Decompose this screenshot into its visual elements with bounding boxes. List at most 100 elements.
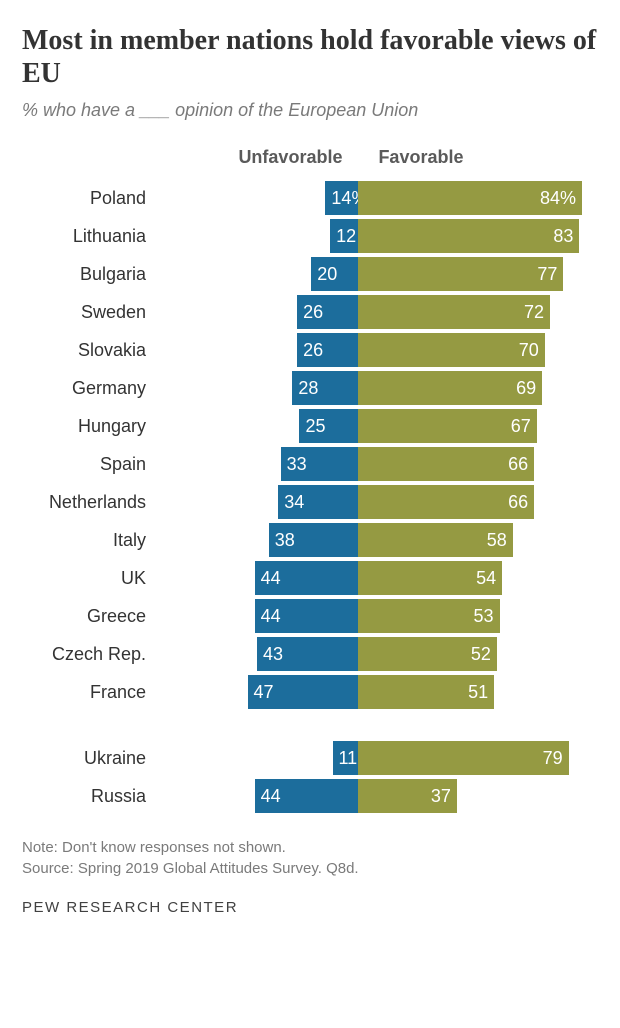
value-unfavorable: 20	[317, 264, 337, 285]
value-favorable: 58	[487, 530, 507, 551]
value-unfavorable: 44	[261, 568, 281, 589]
attribution: PEW RESEARCH CENTER	[22, 899, 598, 916]
bar-favorable: 54	[358, 561, 502, 595]
note-text: Note: Don't know responses not shown.	[22, 837, 598, 858]
bar-unfavorable: 20	[311, 257, 358, 291]
table-row: Czech Rep.4352	[22, 637, 598, 671]
value-favorable: 53	[473, 606, 493, 627]
bar-favorable: 66	[358, 447, 534, 481]
value-unfavorable: 47	[254, 682, 274, 703]
bar-unfavorable: 34	[278, 485, 358, 519]
value-favorable: 79	[543, 748, 563, 769]
country-label: Italy	[113, 531, 146, 549]
bar-unfavorable: 33	[281, 447, 359, 481]
country-label: Poland	[90, 189, 146, 207]
bar-pair: 44 37	[146, 779, 598, 813]
country-label: Slovakia	[78, 341, 146, 359]
value-unfavorable: 26	[303, 340, 323, 361]
country-label: Spain	[100, 455, 146, 473]
bar-pair: 33 66	[146, 447, 598, 481]
bar-unfavorable: 26	[297, 333, 358, 367]
country-label: Russia	[91, 787, 146, 805]
country-label: Hungary	[78, 417, 146, 435]
bar-pair: 26 70	[146, 333, 598, 367]
value-favorable: 72	[524, 302, 544, 323]
source-text: Source: Spring 2019 Global Attitudes Sur…	[22, 858, 598, 879]
table-row: UK 44 54	[22, 561, 598, 595]
bar-unfavorable: 28	[292, 371, 358, 405]
bar-unfavorable: 26	[297, 295, 358, 329]
value-favorable: 52	[471, 644, 491, 665]
table-row: Slovakia 26 70	[22, 333, 598, 367]
value-unfavorable: 44	[261, 786, 281, 807]
table-row: Hungary 25 67	[22, 409, 598, 443]
table-row: Ukraine 11 79	[22, 741, 598, 775]
bar-unfavorable: 11	[333, 741, 359, 775]
chart-rows: Poland14%84%Lithuania1283Bulgaria2077Swe…	[22, 181, 598, 817]
bar-unfavorable: 43	[257, 637, 358, 671]
bar-pair: 28 69	[146, 371, 598, 405]
country-label: Bulgaria	[80, 265, 146, 283]
bar-unfavorable: 25	[299, 409, 358, 443]
bar-favorable: 83	[358, 219, 579, 253]
bar-favorable: 58	[358, 523, 512, 557]
bar-favorable: 69	[358, 371, 542, 405]
bar-pair: 12 83	[146, 219, 598, 253]
bar-favorable: 84%	[358, 181, 582, 215]
bar-unfavorable: 14%	[325, 181, 358, 215]
value-unfavorable: 26	[303, 302, 323, 323]
value-unfavorable: 12	[336, 226, 356, 247]
value-favorable: 84%	[540, 188, 576, 209]
table-row: Bulgaria2077	[22, 257, 598, 291]
value-favorable: 67	[511, 416, 531, 437]
value-unfavorable: 11	[339, 748, 358, 769]
value-favorable: 51	[468, 682, 488, 703]
value-unfavorable: 34	[284, 492, 304, 513]
value-favorable: 83	[553, 226, 573, 247]
bar-favorable: 72	[358, 295, 550, 329]
bar-favorable: 79	[358, 741, 568, 775]
bar-unfavorable: 44	[255, 561, 359, 595]
bar-favorable: 51	[358, 675, 494, 709]
country-label: Ukraine	[84, 749, 146, 767]
bar-unfavorable: 47	[248, 675, 359, 709]
value-favorable: 54	[476, 568, 496, 589]
bar-favorable: 67	[358, 409, 536, 443]
table-row: Spain 33 66	[22, 447, 598, 481]
bar-pair: 44 54	[146, 561, 598, 595]
table-row: Germany2869	[22, 371, 598, 405]
bar-pair: 43 52	[146, 637, 598, 671]
value-unfavorable: 44	[261, 606, 281, 627]
value-unfavorable: 28	[298, 378, 318, 399]
table-row: Italy3858	[22, 523, 598, 557]
bar-favorable: 77	[358, 257, 563, 291]
bar-favorable: 37	[358, 779, 456, 813]
bar-favorable: 70	[358, 333, 544, 367]
bar-favorable: 53	[358, 599, 499, 633]
column-headers: Unfavorable Favorable	[22, 147, 598, 175]
footnotes: Note: Don't know responses not shown. So…	[22, 837, 598, 879]
country-label: Lithuania	[73, 227, 146, 245]
country-label: UK	[121, 569, 146, 587]
value-unfavorable: 25	[305, 416, 325, 437]
bar-pair: 2077	[146, 257, 598, 291]
country-label: Sweden	[81, 303, 146, 321]
country-label: France	[90, 683, 146, 701]
header-unfavorable: Unfavorable	[238, 147, 342, 168]
value-favorable: 66	[508, 454, 528, 475]
bar-pair: 26 72	[146, 295, 598, 329]
bar-pair: 25 67	[146, 409, 598, 443]
bar-unfavorable: 44	[255, 599, 359, 633]
chart-subtitle: % who have a ___ opinion of the European…	[22, 100, 598, 121]
header-favorable: Favorable	[378, 147, 463, 168]
bar-pair: 11 79	[146, 741, 598, 775]
bar-pair: 3858	[146, 523, 598, 557]
bar-unfavorable: 44	[255, 779, 359, 813]
table-row: Sweden 26 72	[22, 295, 598, 329]
chart-title: Most in member nations hold favorable vi…	[22, 24, 598, 90]
bar-unfavorable: 12	[330, 219, 358, 253]
table-row: France 47 51	[22, 675, 598, 709]
value-favorable: 69	[516, 378, 536, 399]
table-row: Poland 14% 84%	[22, 181, 598, 215]
table-row: Lithuania 12 83	[22, 219, 598, 253]
